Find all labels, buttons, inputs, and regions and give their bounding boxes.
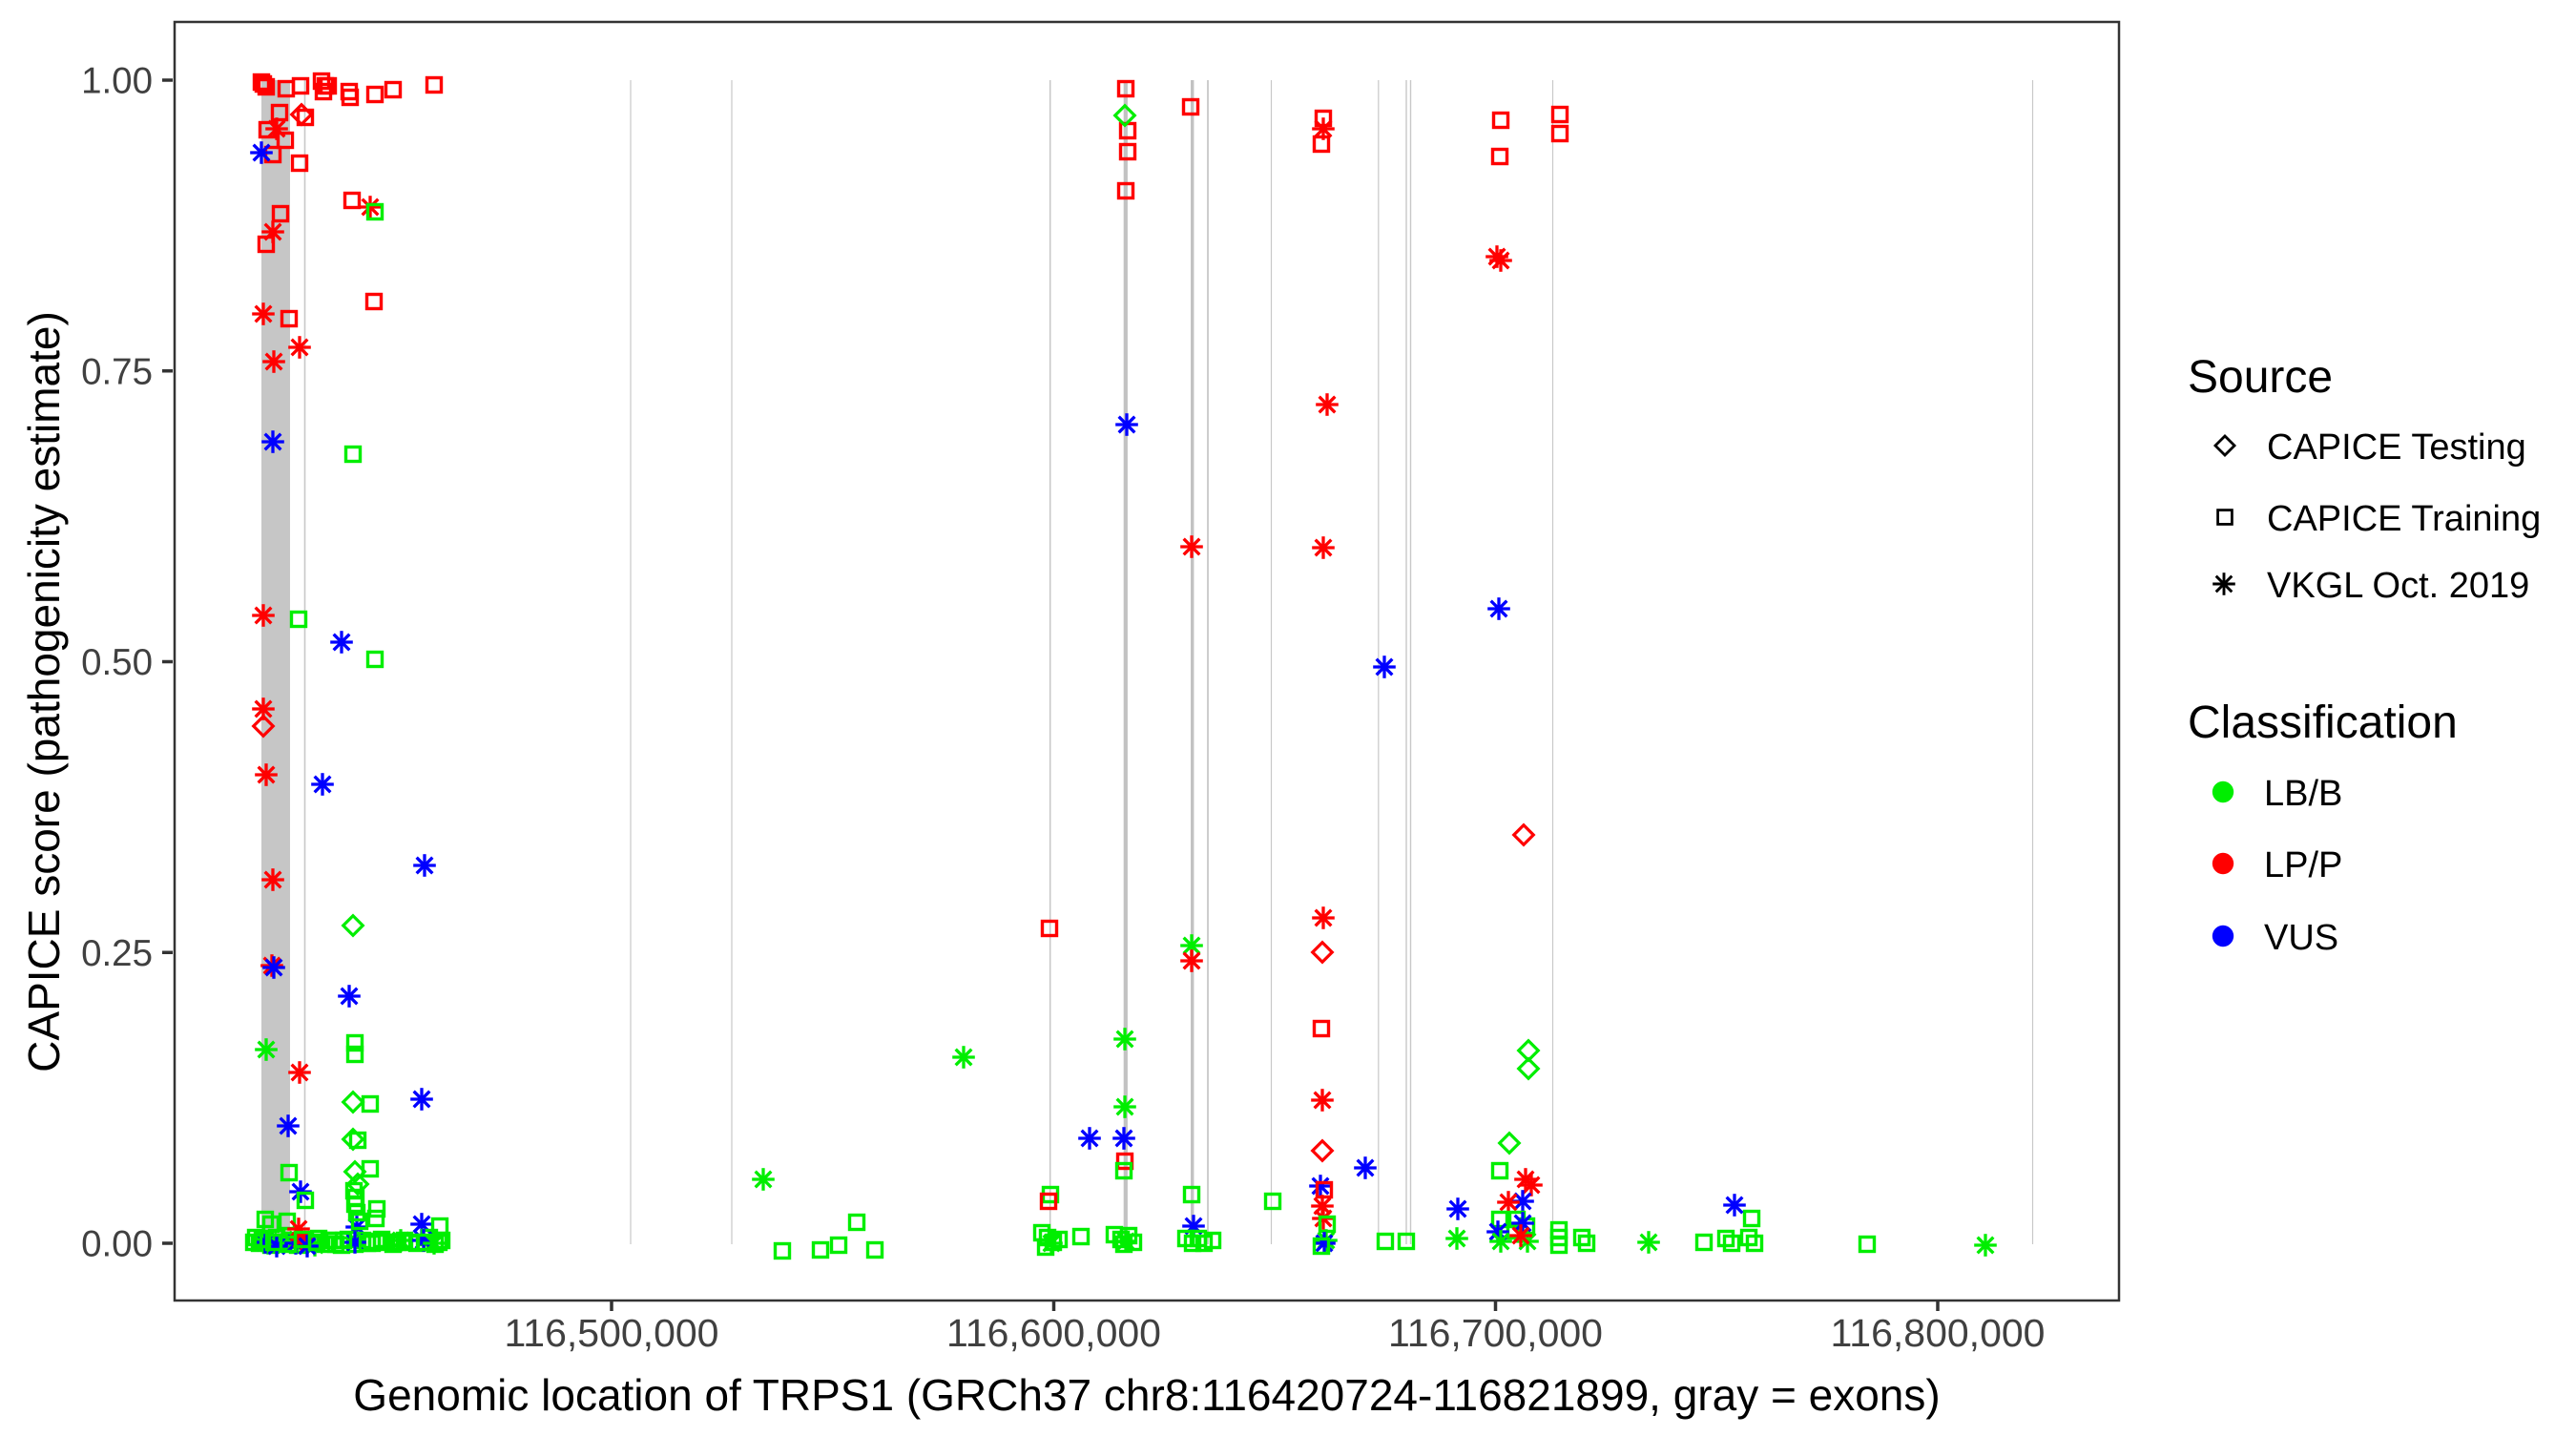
svg-text:0.25: 0.25 — [81, 933, 153, 974]
svg-text:0.75: 0.75 — [81, 351, 153, 392]
svg-text:1.00: 1.00 — [81, 61, 153, 102]
svg-text:116,500,000: 116,500,000 — [505, 1311, 719, 1355]
svg-text:CAPICE score (pathogenicity es: CAPICE score (pathogenicity estimate) — [19, 311, 69, 1072]
svg-text:CAPICE Testing: CAPICE Testing — [2267, 427, 2526, 468]
svg-text:116,700,000: 116,700,000 — [1388, 1311, 1603, 1355]
svg-text:0.00: 0.00 — [81, 1224, 153, 1265]
svg-text:Genomic location of TRPS1 (GRC: Genomic location of TRPS1 (GRCh37 chr8:1… — [353, 1370, 1940, 1420]
svg-text:116,800,000: 116,800,000 — [1831, 1311, 2046, 1355]
svg-text:VKGL Oct. 2019: VKGL Oct. 2019 — [2267, 566, 2529, 606]
svg-text:Classification: Classification — [2188, 697, 2458, 748]
svg-text:Source: Source — [2188, 352, 2333, 403]
svg-text:116,600,000: 116,600,000 — [946, 1311, 1161, 1355]
svg-text:CAPICE Training: CAPICE Training — [2267, 499, 2541, 539]
svg-text:0.50: 0.50 — [81, 642, 153, 683]
svg-text:LP/P: LP/P — [2264, 845, 2342, 885]
svg-text:VUS: VUS — [2264, 918, 2338, 958]
svg-text:LB/B: LB/B — [2264, 774, 2342, 814]
